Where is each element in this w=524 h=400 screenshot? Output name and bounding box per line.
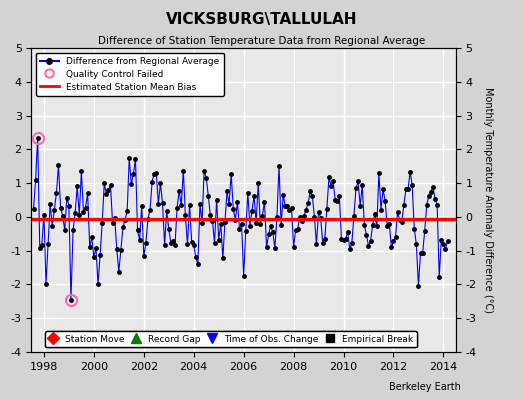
Text: VICKSBURG\TALLULAH: VICKSBURG\TALLULAH (166, 12, 358, 27)
Y-axis label: Monthly Temperature Anomaly Difference (°C): Monthly Temperature Anomaly Difference (… (484, 87, 494, 313)
Legend: Station Move, Record Gap, Time of Obs. Change, Empirical Break: Station Move, Record Gap, Time of Obs. C… (45, 331, 417, 348)
Text: Difference of Station Temperature Data from Regional Average: Difference of Station Temperature Data f… (99, 36, 425, 46)
Text: Berkeley Earth: Berkeley Earth (389, 382, 461, 392)
